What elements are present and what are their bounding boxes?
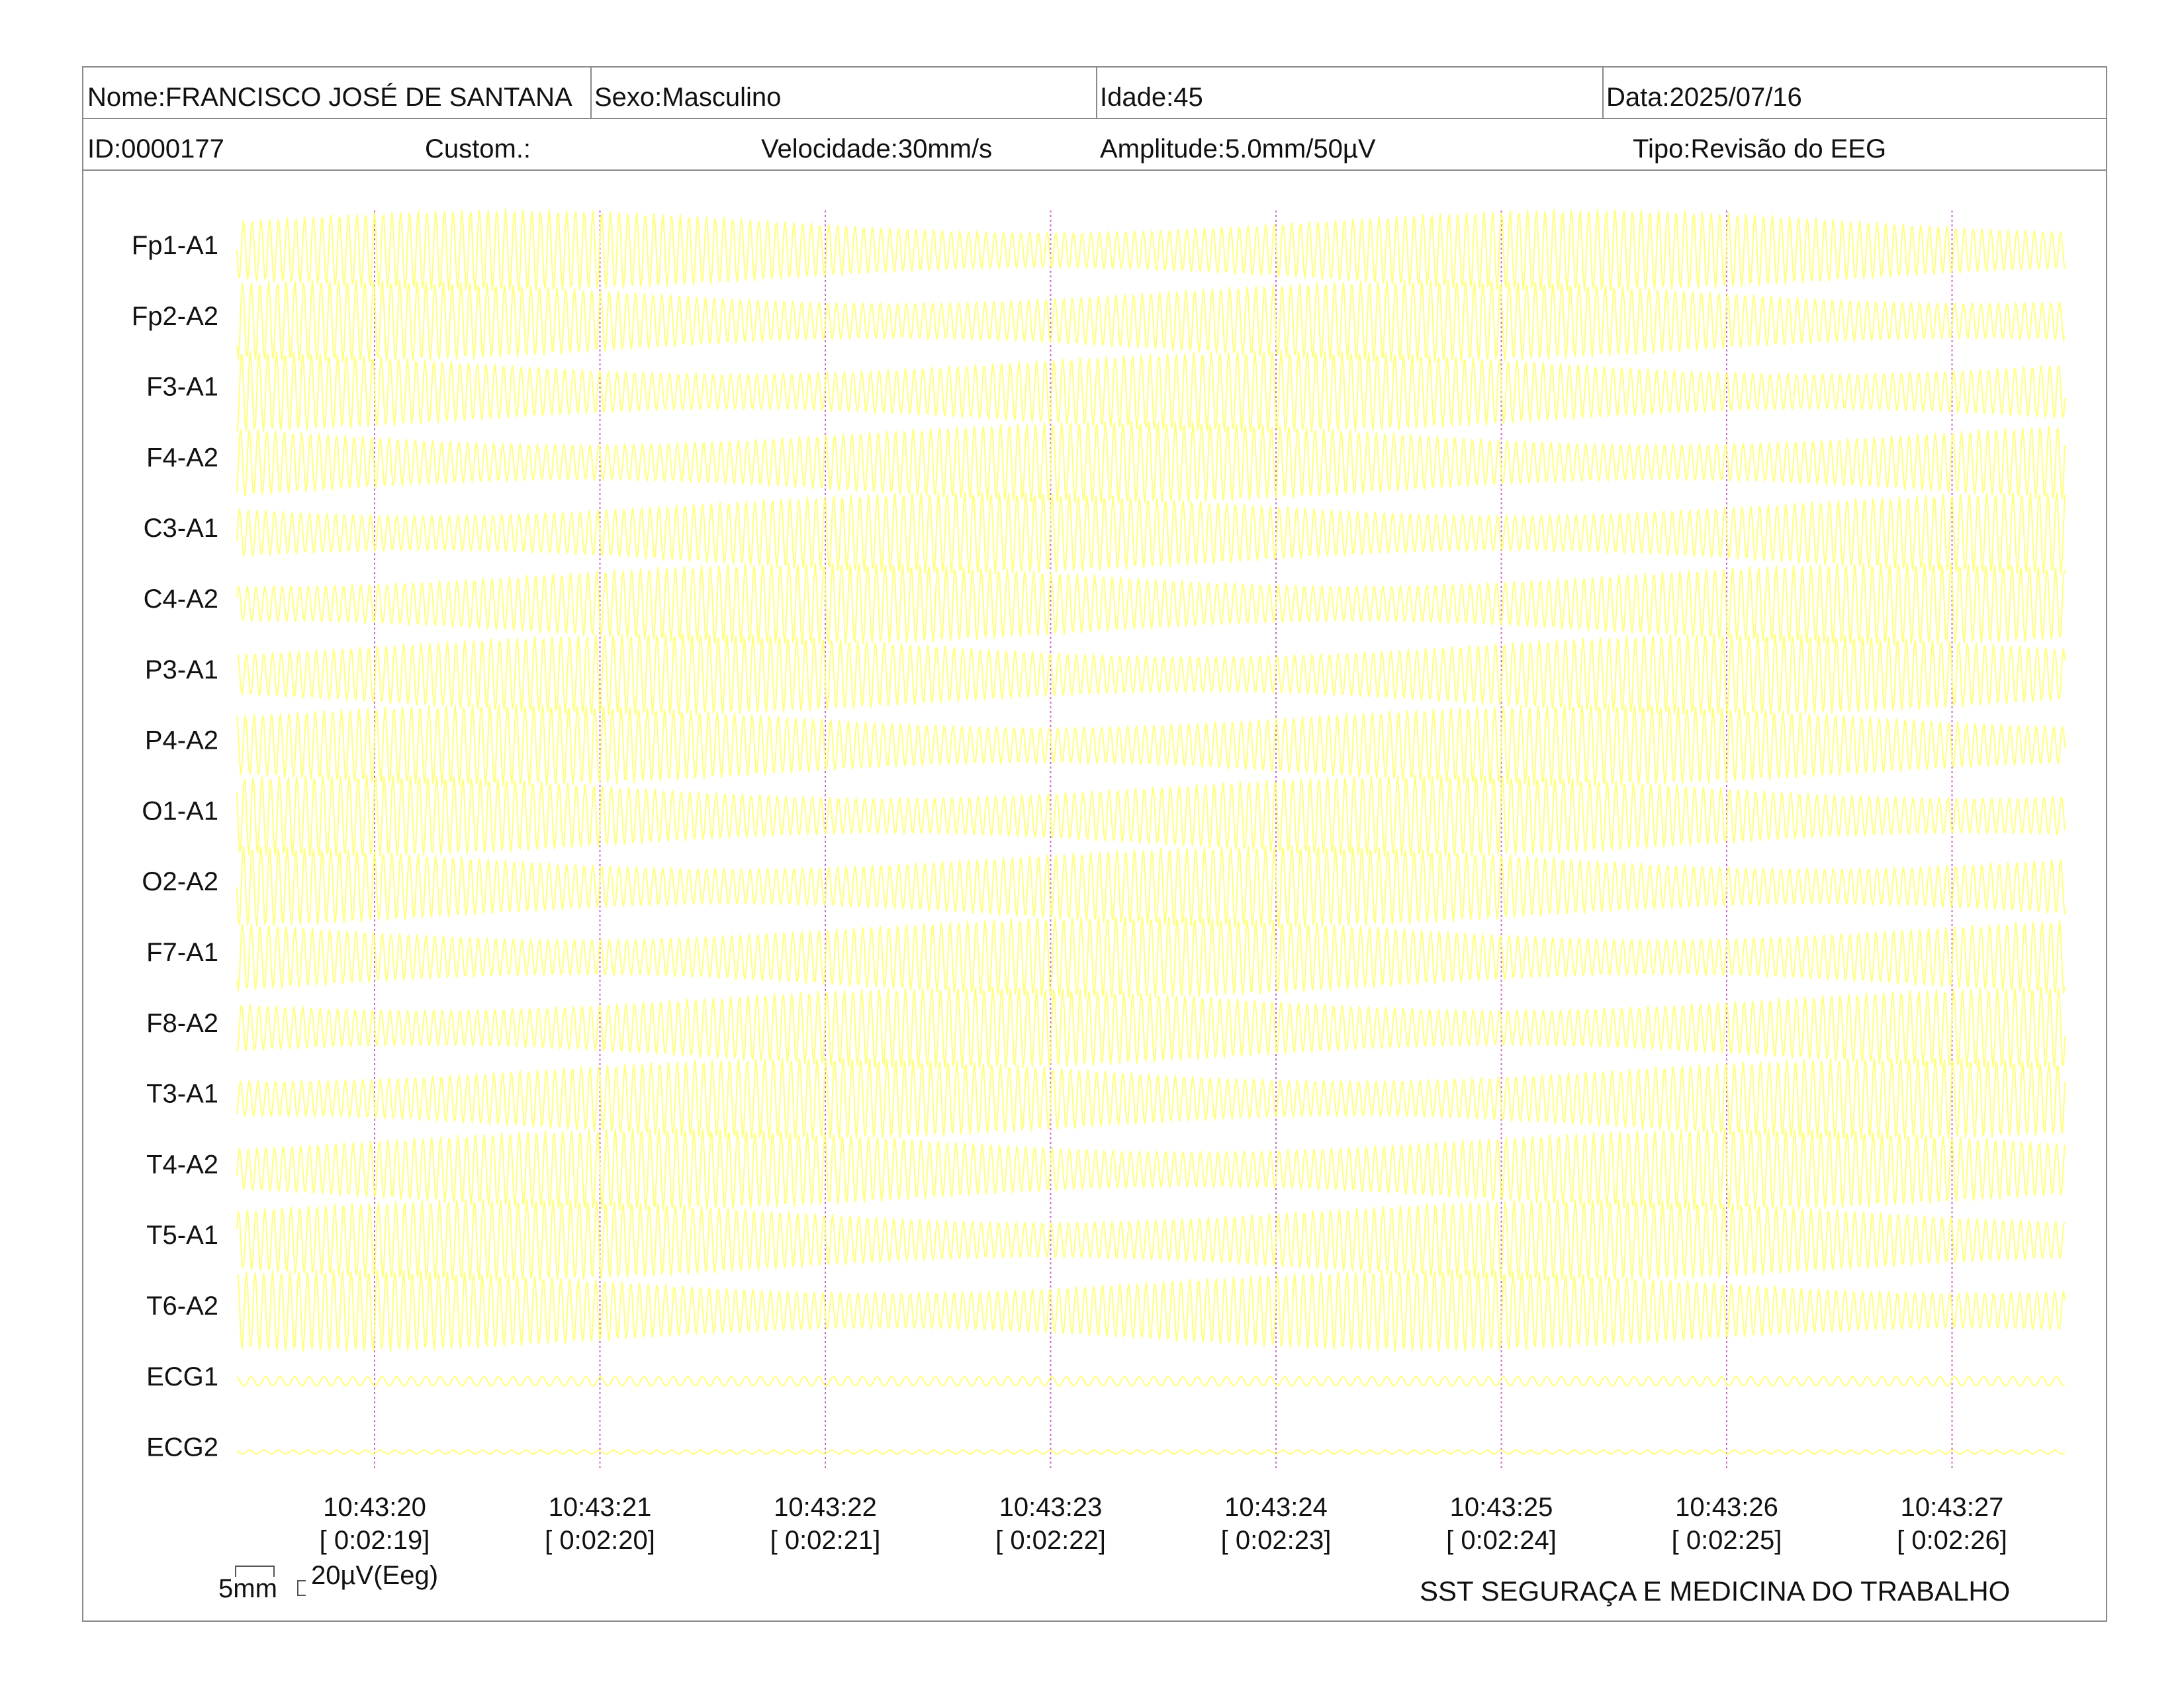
elapsed-time-label: [ 0:02:23] <box>1221 1526 1332 1555</box>
eeg-trace <box>236 492 2066 575</box>
eeg-trace <box>236 704 2066 786</box>
channel-label: O1-A1 <box>142 796 218 825</box>
channel-label: F8-A2 <box>146 1009 218 1038</box>
scale-bar <box>235 1566 306 1596</box>
report-frame: Nome:FRANCISCO JOSÉ DE SANTANA Sexo:Masc… <box>82 66 2107 1622</box>
eeg-trace <box>236 1199 2066 1282</box>
record-date: Data:2025/07/16 <box>1606 83 1802 112</box>
clock-time-label: 10:43:22 <box>774 1493 877 1522</box>
channel-label: O2-A2 <box>142 867 218 896</box>
channel-label: Fp1-A1 <box>132 231 218 260</box>
header-row-2: ID:0000177 Custom.: Velocidade:30mm/s Am… <box>83 119 2106 171</box>
channel-label: ECG2 <box>146 1433 218 1462</box>
custom-field: Custom.: <box>425 134 531 164</box>
clock-time-label: 10:43:20 <box>323 1493 426 1522</box>
channel-label: ECG1 <box>146 1362 218 1391</box>
elapsed-time-label: [ 0:02:19] <box>320 1526 430 1555</box>
eeg-trace <box>236 1376 2066 1387</box>
channel-label: F4-A2 <box>146 443 218 472</box>
channel-label: Fp2-A2 <box>132 302 218 331</box>
eeg-trace <box>236 350 2066 433</box>
eeg-trace <box>236 916 2066 998</box>
header-divider <box>1602 68 1604 119</box>
elapsed-time-label: [ 0:02:26] <box>1897 1526 2007 1555</box>
time-scale-bracket <box>235 1566 275 1577</box>
channel-label: C3-A1 <box>144 514 218 543</box>
clinic-name: SST SEGURAÇA E MEDICINA DO TRABALHO <box>1420 1575 2011 1607</box>
clock-time-label: 10:43:21 <box>549 1493 652 1522</box>
channel-label: P4-A2 <box>145 726 218 755</box>
channel-label: F3-A1 <box>146 373 218 402</box>
channel-label: T6-A2 <box>146 1291 218 1321</box>
channel-label: T4-A2 <box>146 1150 218 1179</box>
eeg-trace <box>236 845 2066 928</box>
time-labels: 10:43:20 [ 0:02:19] 10:43:21 [ 0:02:20] 10:4… <box>320 1493 2007 1555</box>
elapsed-time-label: [ 0:02:24] <box>1446 1526 1557 1555</box>
amplitude-scale-label: 20µV(Eeg) <box>311 1561 439 1590</box>
elapsed-time-label: [ 0:02:21] <box>770 1526 881 1555</box>
channel-label: P3-A1 <box>145 655 218 684</box>
eeg-trace <box>236 279 2066 362</box>
eeg-trace <box>236 1057 2066 1140</box>
elapsed-time-label: [ 0:02:25] <box>1672 1526 1782 1555</box>
channel-label: F7-A1 <box>146 938 218 967</box>
channel-label: T3-A1 <box>146 1080 218 1109</box>
eeg-trace <box>236 1449 2066 1455</box>
eeg-traces <box>236 209 2066 1455</box>
eeg-trace <box>236 563 2066 645</box>
header-divider <box>590 68 592 119</box>
clock-time-label: 10:43:23 <box>999 1493 1103 1522</box>
channel-label: T5-A1 <box>146 1221 218 1250</box>
patient-name: Nome:FRANCISCO JOSÉ DE SANTANA <box>87 83 572 112</box>
channel-label: C4-A2 <box>144 585 218 614</box>
amplitude-setting: Amplitude:5.0mm/50µV <box>1100 134 1376 164</box>
eeg-trace <box>236 421 2066 504</box>
paper-speed: Velocidade:30mm/s <box>761 134 993 164</box>
header-divider <box>1096 68 1097 119</box>
clock-time-label: 10:43:24 <box>1224 1493 1328 1522</box>
eeg-trace <box>236 209 2066 291</box>
eeg-trace <box>236 986 2066 1069</box>
eeg-trace <box>236 1270 2066 1352</box>
elapsed-time-label: [ 0:02:22] <box>995 1526 1106 1555</box>
time-scale-label: 5mm <box>218 1574 277 1603</box>
eeg-trace <box>236 774 2066 857</box>
header-row-1: Nome:FRANCISCO JOSÉ DE SANTANA Sexo:Masc… <box>83 68 2106 119</box>
elapsed-time-label: [ 0:02:20] <box>545 1526 655 1555</box>
patient-sex: Sexo:Masculino <box>594 83 782 112</box>
channel-labels: Fp1-A1 Fp2-A2 F3-A1 F4-A2 C3-A1 C4-A2 P3-A1 P4-… <box>132 231 218 1462</box>
clock-time-label: 10:43:25 <box>1450 1493 1553 1522</box>
eeg-trace <box>236 1128 2066 1211</box>
amplitude-scale-bracket <box>297 1580 306 1596</box>
patient-age: Idade:45 <box>1100 83 1203 112</box>
eeg-trace <box>236 633 2066 716</box>
patient-id: ID:0000177 <box>87 134 224 164</box>
clock-time-label: 10:43:27 <box>1901 1493 2004 1522</box>
clock-time-label: 10:43:26 <box>1675 1493 1778 1522</box>
review-type: Tipo:Revisão do EEG <box>1633 134 1887 164</box>
